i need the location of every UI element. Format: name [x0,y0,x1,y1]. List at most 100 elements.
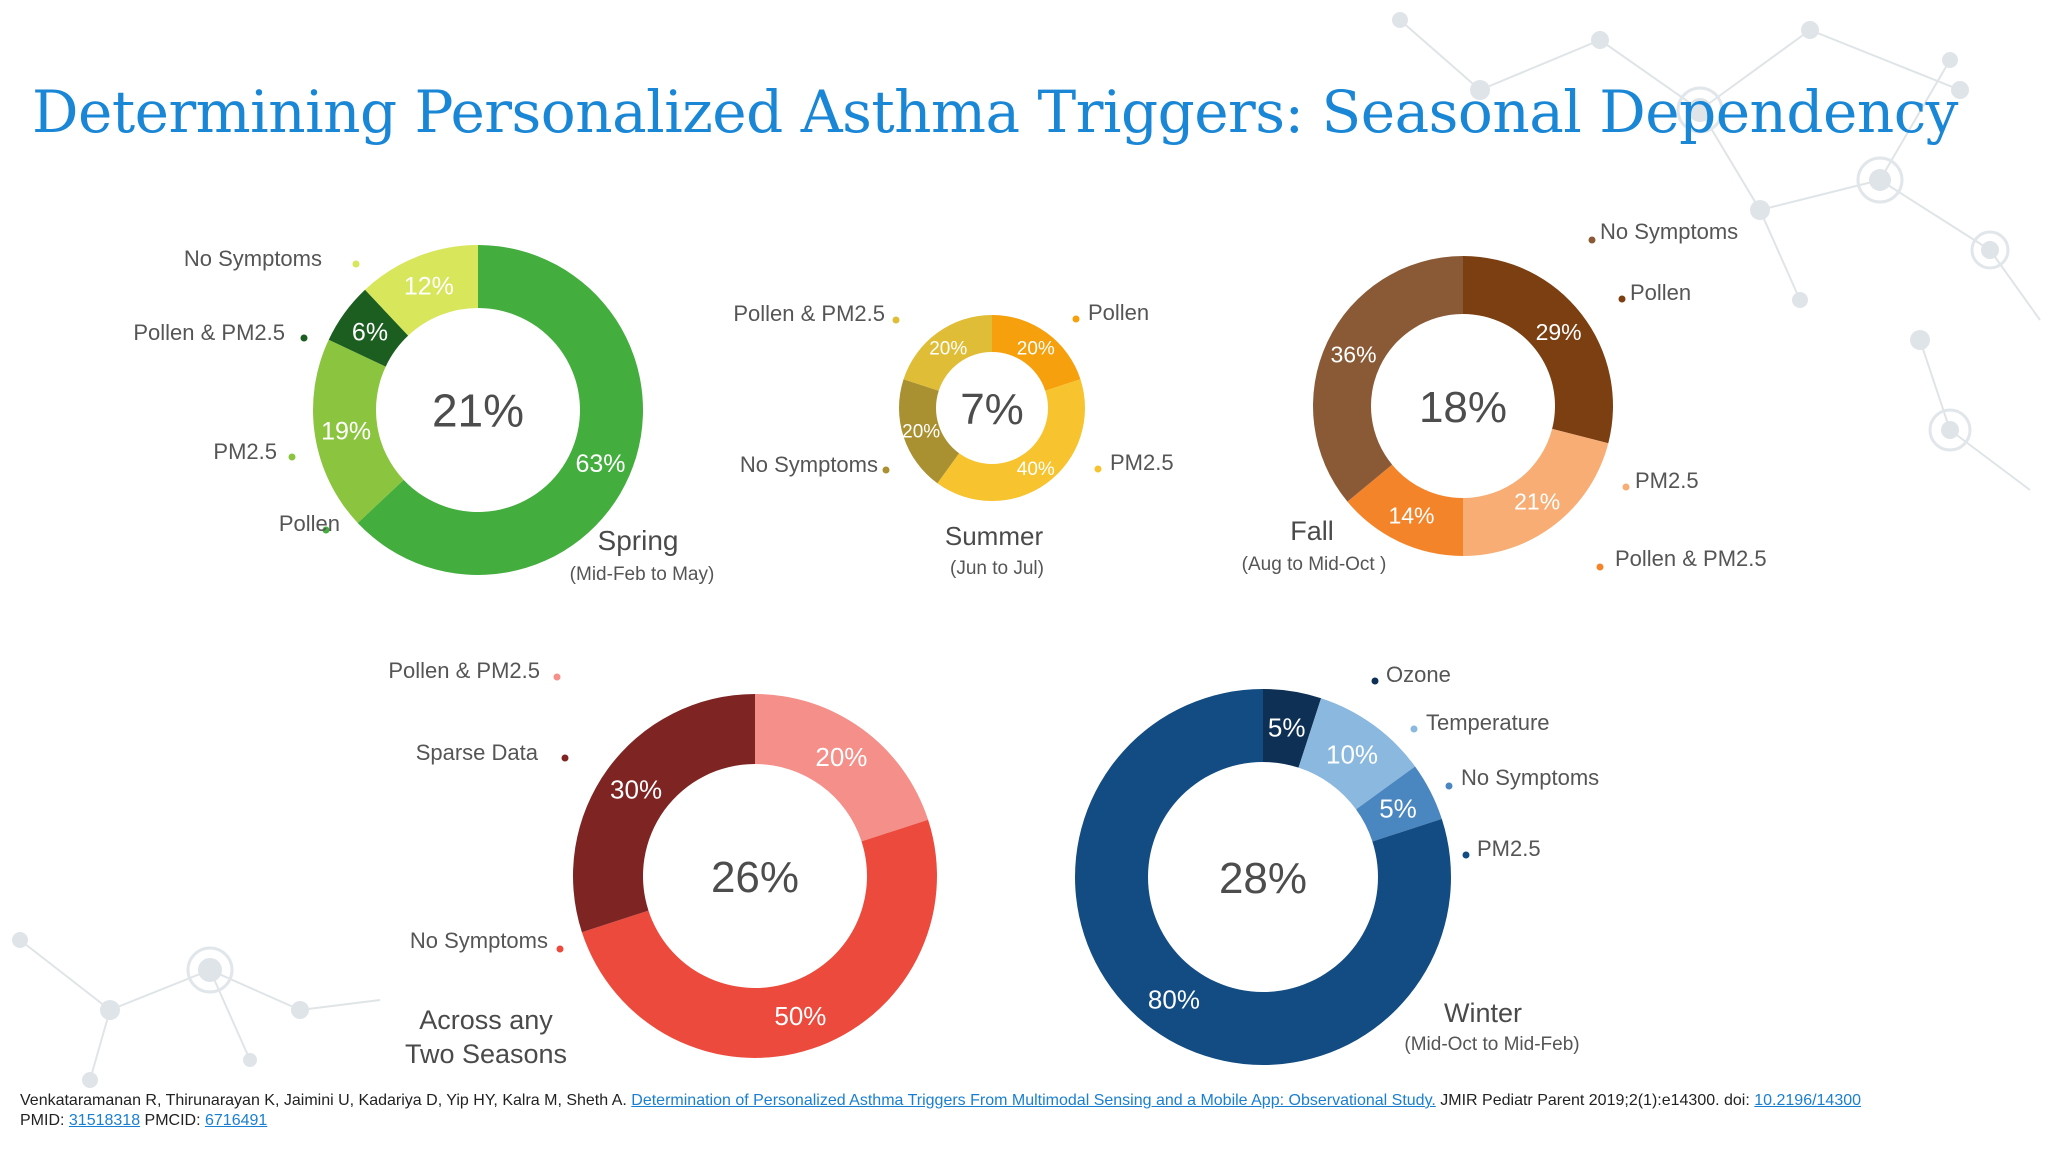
donut-slice [898,379,960,484]
donut-slice [365,245,478,336]
slice-legend-label: PM2.5 [1477,836,1541,861]
slice-percent-label: 19% [321,418,371,446]
donut-slice [1313,256,1463,502]
legend-dot [352,260,360,268]
slice-legend-label: Pollen & PM2.5 [388,658,540,683]
slice-percent-label: 20% [929,338,967,359]
legend-dot [1094,465,1102,473]
donut-slice [1074,689,1451,1065]
slice-percent-label: 30% [610,775,662,805]
slice-legend-label: Sparse Data [416,740,539,765]
slice-legend-label: Ozone [1386,662,1451,687]
slice-percent-label: 36% [1330,342,1376,368]
slice-percent-label: 21% [1514,489,1560,515]
citation-pmcid-link[interactable]: 6716491 [205,1112,268,1129]
legend-dot [556,945,564,953]
slice-percent-label: 50% [774,1001,826,1031]
donut-center-value: 21% [432,385,524,437]
season-date-range: (Jun to Jul) [950,558,1044,579]
donut-slice [1356,766,1442,842]
slice-legend-label: Pollen & PM2.5 [733,301,885,326]
slice-legend-label: Temperature [1426,710,1550,735]
slice-legend-label: Pollen & PM2.5 [133,320,285,345]
slice-percent-label: 80% [1148,985,1200,1015]
donut-chart-2: 20% Pollen 40% PM2.5 20% No Symptoms 20% Pollen… [733,300,1173,579]
legend-dot [1072,315,1080,323]
donut-center-value: 26% [711,853,799,902]
donut-chart-5: 5% Ozone 10% Temperature 5% No Symptoms 80% PM2… [1074,662,1599,1065]
donut-chart-1: 63% Pollen 19% PM2.5 6% Pollen & PM2.5 12% No S… [133,245,714,585]
donut-chart-4: 20% Pollen & PM2.5 50% No Symptoms 30% Sparse… [388,658,937,1069]
season-label: Summer [945,521,1044,551]
legend-dot [1618,295,1626,303]
season-label: Fall [1290,516,1334,546]
slice-percent-label: 12% [404,273,454,301]
season-label: Spring [598,525,679,556]
slice-legend-label: No Symptoms [1461,765,1599,790]
citation-doi-link[interactable]: 10.2196/14300 [1754,1092,1862,1109]
slice-legend-label: PM2.5 [213,439,277,464]
legend-dot [1596,563,1604,571]
donut-slice [581,819,937,1058]
donut-center-value: 18% [1419,383,1507,432]
slice-percent-label: 63% [575,450,625,478]
slice-percent-label: 20% [1017,338,1055,359]
slice-legend-label: PM2.5 [1635,468,1699,493]
donut-center-value: 7% [960,385,1024,434]
legend-dot [882,466,890,474]
slice-legend-label: No Symptoms [1600,219,1738,244]
season-date-range: (Mid-Oct to Mid-Feb) [1404,1034,1579,1055]
legend-dot [288,453,296,461]
donut-slice [992,315,1081,391]
slice-percent-label: 40% [1017,459,1055,480]
slice-legend-label: Pollen [1630,280,1691,305]
legend-dot [1410,725,1418,733]
slice-legend-label: Pollen [279,511,340,536]
season-date-range: (Aug to Mid-Oct ) [1242,554,1387,575]
legend-dot [1462,851,1470,859]
donut-slice [937,379,1085,502]
citation-authors: Venkataramanan R, Thirunarayan K, Jaimin… [20,1092,627,1109]
legend-dot [322,526,330,534]
slice-percent-label: 20% [815,742,867,772]
season-date-range: (Mid-Feb to May) [570,564,715,585]
slice-legend-label: No Symptoms [410,928,548,953]
donut-slice [1463,428,1609,556]
season-label: Winter [1444,998,1522,1028]
donut-center-value: 28% [1219,854,1307,903]
donut-slice [903,315,992,391]
donut-slice [755,694,929,842]
donut-slice [312,339,404,523]
slice-percent-label: 5% [1379,793,1417,823]
citation-pmid-link[interactable]: 31518318 [68,1112,141,1129]
legend-dot [561,754,569,762]
slice-legend-label: PM2.5 [1110,450,1174,475]
donut-slice [572,694,755,933]
slice-legend-label: No Symptoms [740,452,878,477]
citation-pmid-label: PMID: [20,1112,65,1129]
slice-legend-label: Pollen [1088,300,1149,325]
slice-percent-label: 14% [1388,503,1434,529]
legend-dot [1622,483,1630,491]
season-label: Across any [419,1005,553,1035]
season-label: Two Seasons [405,1039,567,1069]
donut-slice [1463,256,1613,444]
donut-slice [1263,689,1322,768]
slice-percent-label: 5% [1268,712,1306,742]
citation: Venkataramanan R, Thirunarayan K, Jaimin… [20,1091,2030,1131]
legend-dot [300,334,308,342]
slice-legend-label: No Symptoms [184,246,322,271]
legend-dot [1445,782,1453,790]
page-title: Determining Personalized Asthma Triggers… [32,78,1958,146]
donut-slice [1298,698,1416,810]
donut-slice [328,289,409,367]
slice-percent-label: 29% [1536,319,1582,345]
legend-dot [892,316,900,324]
citation-journal: JMIR Pediatr Parent 2019;2(1):e14300. do… [1440,1092,1750,1109]
citation-article-link[interactable]: Determination of Personalized Asthma Tri… [631,1092,1436,1109]
donut-slice [1347,464,1463,556]
legend-dot [1588,236,1596,244]
legend-dot [553,673,561,681]
citation-pmcid-label: PMCID: [144,1112,201,1129]
